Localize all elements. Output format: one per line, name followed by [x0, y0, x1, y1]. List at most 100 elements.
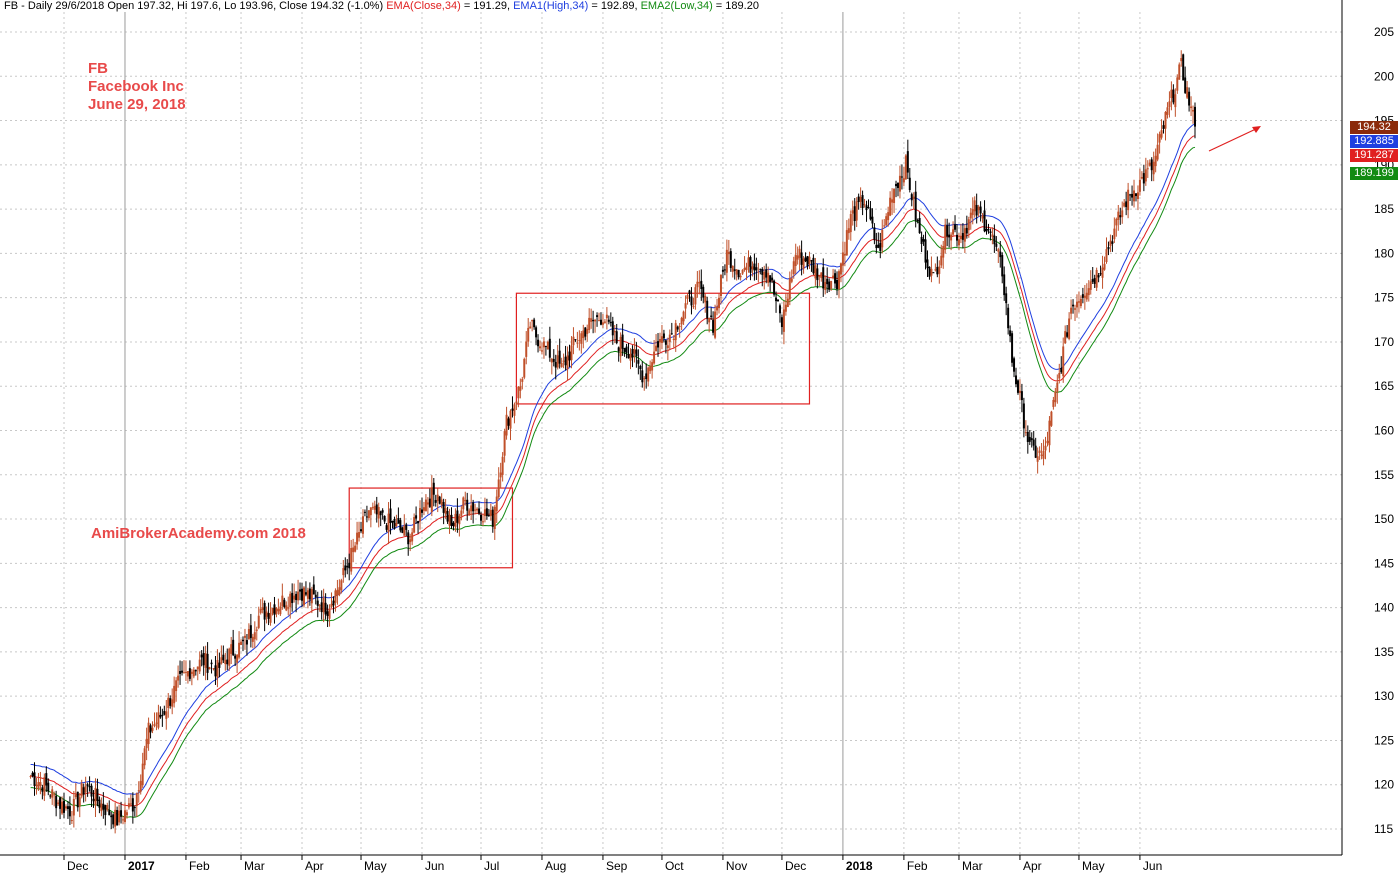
candle-body: [944, 224, 947, 250]
candle-body: [546, 341, 549, 350]
candle-body: [487, 515, 490, 517]
candle-body: [997, 249, 1000, 252]
candle-body: [672, 338, 675, 340]
candle-body: [566, 355, 569, 370]
candle-body: [308, 588, 311, 600]
candle-body: [324, 602, 327, 615]
candle-body: [635, 349, 638, 357]
candle-body: [749, 257, 752, 273]
candle-body: [1186, 87, 1189, 98]
candle-body: [704, 295, 707, 303]
candle-body: [590, 318, 593, 322]
candle-body: [837, 271, 840, 290]
candle-body: [509, 410, 512, 429]
candle-body: [954, 224, 957, 230]
candle-body: [399, 520, 402, 531]
candle-body: [1158, 134, 1161, 143]
candle-body: [1136, 192, 1139, 199]
candle-body: [881, 229, 884, 248]
candle-body: [171, 699, 174, 707]
candle-body: [875, 244, 878, 249]
candle-body: [655, 345, 658, 352]
candle-body: [358, 532, 361, 538]
candle-body: [434, 500, 437, 503]
candle-body: [501, 456, 504, 475]
candle-body: [123, 810, 126, 822]
candle-body: [690, 296, 693, 306]
candle-body: [920, 236, 923, 245]
candle-body: [891, 199, 894, 203]
candle-body: [88, 786, 91, 788]
candle-body: [405, 524, 408, 530]
candle-body: [1091, 279, 1094, 282]
candle-body: [1074, 308, 1077, 310]
symbol-annotation: FB Facebook Inc June 29, 2018: [88, 60, 186, 114]
candle-body: [708, 317, 711, 323]
candle-body: [995, 243, 998, 247]
candle-body: [316, 600, 319, 606]
candle-body: [771, 277, 774, 281]
candle-body: [877, 244, 880, 248]
candle-body: [426, 502, 429, 505]
candle-body: [806, 256, 809, 267]
candle-body: [1079, 298, 1082, 307]
candle-body: [607, 319, 610, 322]
candle-body: [694, 287, 697, 305]
ema-high-badge: 192.885: [1350, 135, 1398, 148]
candle-body: [908, 177, 911, 190]
candle-body: [106, 804, 109, 811]
candle-body: [1068, 318, 1071, 339]
candle-body: [745, 266, 748, 271]
candle-body: [369, 507, 372, 516]
candle-body: [523, 358, 526, 378]
candle-body: [639, 365, 642, 369]
candle-body: [1083, 295, 1086, 298]
candle-body: [55, 795, 58, 809]
chart-header: FB - Daily 29/6/2018 Open 197.32, Hi 197…: [4, 0, 759, 12]
candle-body: [283, 599, 286, 608]
candle-body: [397, 518, 400, 524]
candle-body: [476, 508, 479, 511]
candle-body: [961, 233, 964, 240]
candle-body: [1150, 159, 1153, 171]
y-tick-label: 160: [1374, 424, 1394, 438]
candle-body: [1138, 179, 1141, 192]
candle-body: [1020, 391, 1023, 401]
candle-body: [1152, 161, 1155, 175]
candle-body: [629, 353, 632, 361]
candle-body: [1097, 275, 1100, 278]
candle-body: [1070, 307, 1073, 314]
candle-body: [849, 214, 852, 233]
candle-body: [649, 365, 652, 372]
candle-body: [796, 255, 799, 260]
candle-body: [688, 290, 691, 295]
candle-body: [411, 532, 414, 542]
candle-body: [301, 588, 304, 601]
candle-body: [598, 320, 601, 322]
candle-body: [356, 532, 359, 545]
candle-body: [72, 798, 75, 816]
candle-body: [558, 350, 561, 364]
candle-body: [983, 210, 986, 232]
candle-body: [1060, 367, 1063, 373]
candle-body: [218, 662, 221, 668]
candle-body: [902, 178, 905, 183]
candle-body: [190, 671, 193, 674]
candle-body: [1052, 399, 1055, 407]
candle-body: [584, 327, 587, 337]
candle-body: [428, 498, 431, 507]
candle-body: [857, 196, 860, 203]
candle-body: [965, 227, 968, 234]
candle-body: [242, 639, 244, 642]
candle-body: [556, 355, 559, 368]
candle-body: [798, 248, 801, 258]
candle-body: [932, 272, 935, 274]
candle-body: [450, 514, 453, 526]
candle-body: [481, 521, 484, 523]
candle-body: [1148, 162, 1151, 166]
candle-body: [580, 333, 583, 344]
candle-body: [420, 509, 423, 513]
candle-body: [586, 328, 589, 334]
candle-body: [666, 345, 669, 349]
candle-body: [574, 339, 577, 341]
